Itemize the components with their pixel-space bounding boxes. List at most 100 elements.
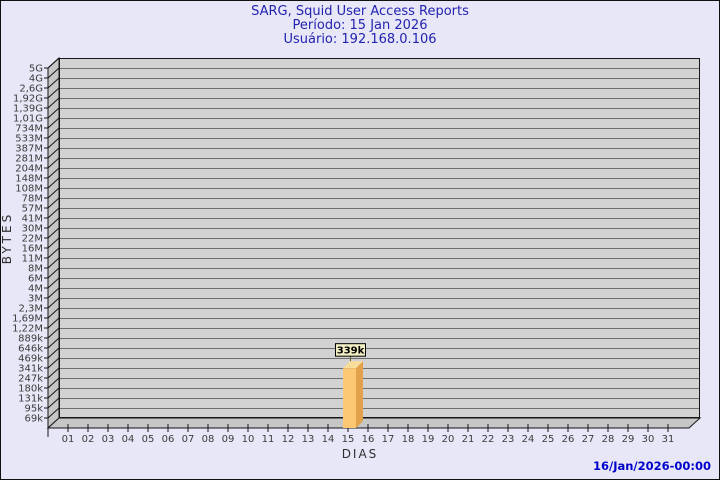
y-tick xyxy=(44,217,60,229)
floor xyxy=(46,417,702,429)
x-tick-label: 29 xyxy=(622,434,635,445)
y-tick-label: 148M xyxy=(15,174,43,185)
y-tick-label: 2,3M xyxy=(18,304,43,315)
y-tick-label: 387M xyxy=(15,144,43,155)
y-tick xyxy=(44,57,60,69)
y-tick xyxy=(44,387,60,399)
y-tick xyxy=(44,337,60,349)
chart-title-block: SARG, Squid User Access Reports Período:… xyxy=(0,5,720,47)
y-tick-label: 5G xyxy=(29,64,43,75)
y-tick-label: 1,22M xyxy=(12,324,43,335)
y-tick xyxy=(44,397,60,409)
y-tick xyxy=(44,297,60,309)
y-tick-label: 6M xyxy=(28,274,43,285)
y-tick-label: 889k xyxy=(18,334,43,345)
y-tick xyxy=(44,327,60,339)
y-tick xyxy=(44,307,60,319)
x-tick-label: 02 xyxy=(82,434,95,445)
y-tick xyxy=(44,87,60,99)
x-tick-label: 18 xyxy=(402,434,415,445)
x-tick-label: 21 xyxy=(462,434,475,445)
y-tick-label: 646k xyxy=(18,344,43,355)
y-tick-label: 204M xyxy=(15,164,43,175)
y-tick xyxy=(44,107,60,119)
y-tick-label: 1,01G xyxy=(13,114,43,125)
y-tick xyxy=(44,367,60,379)
y-tick-label: 22M xyxy=(22,234,43,245)
y-tick-label: 341k xyxy=(18,364,43,375)
x-tick-label: 04 xyxy=(122,434,135,445)
y-tick-label: 1,39G xyxy=(13,104,43,115)
x-tick-label: 27 xyxy=(582,434,595,445)
y-tick xyxy=(44,347,60,359)
x-tick-label: 08 xyxy=(202,434,215,445)
bar-top-face xyxy=(343,361,363,369)
x-tick-label: 28 xyxy=(602,434,615,445)
value-label-box xyxy=(335,343,366,357)
bar-side-face xyxy=(356,361,363,428)
y-tick-label: 69k xyxy=(24,414,43,425)
bar xyxy=(343,368,356,428)
y-tick-label: 4G xyxy=(29,74,43,85)
chart-subtitle-period: Período: 15 Jan 2026 xyxy=(292,18,428,33)
x-tick-label: 13 xyxy=(302,434,315,445)
y-tick xyxy=(44,317,60,329)
y-tick-label: 4M xyxy=(28,284,43,295)
y-tick xyxy=(44,287,60,299)
x-tick-label: 24 xyxy=(522,434,535,445)
y-tick-label: 78M xyxy=(22,194,43,205)
y-tick-label: 2,6G xyxy=(19,84,43,95)
y-tick-label: 16M xyxy=(22,244,43,255)
chart-title: SARG, Squid User Access Reports xyxy=(251,4,469,19)
x-tick-label: 25 xyxy=(542,434,555,445)
x-tick-label: 20 xyxy=(442,434,455,445)
y-tick xyxy=(44,237,60,249)
y-tick xyxy=(44,157,60,169)
x-tick-label: 31 xyxy=(662,434,675,445)
x-tick-label: 07 xyxy=(182,434,195,445)
x-tick-label: 05 xyxy=(142,434,155,445)
y-tick xyxy=(44,257,60,269)
x-tick-label: 14 xyxy=(322,434,335,445)
y-tick-label: 1,92G xyxy=(13,94,43,105)
y-tick-label: 41M xyxy=(22,214,43,225)
y-tick xyxy=(44,167,60,179)
x-tick-label: 06 xyxy=(162,434,175,445)
y-tick-label: 533M xyxy=(15,134,43,145)
y-tick xyxy=(44,187,60,199)
y-tick-label: 30M xyxy=(22,224,43,235)
x-tick-label: 17 xyxy=(382,434,395,445)
y-tick-label: 8M xyxy=(28,264,43,275)
x-tick-label: 10 xyxy=(242,434,255,445)
y-tick-label: 247k xyxy=(18,374,43,385)
y-tick xyxy=(44,207,60,219)
y-tick xyxy=(44,227,60,239)
x-tick-label: 15 xyxy=(342,434,355,445)
y-tick-label: 3M xyxy=(28,294,43,305)
y-tick xyxy=(44,67,60,79)
y-tick xyxy=(44,357,60,369)
x-tick-label: 12 xyxy=(282,434,295,445)
y-tick xyxy=(44,177,60,189)
y-axis-title: BYTES xyxy=(0,211,14,265)
x-tick-label: 03 xyxy=(102,434,115,445)
y-tick xyxy=(44,267,60,279)
y-tick-label: 1,69M xyxy=(12,314,43,325)
report-timestamp: 16/Jan/2026-00:00 xyxy=(592,459,711,473)
x-tick-label: 23 xyxy=(502,434,515,445)
y-tick-label: 108M xyxy=(15,184,43,195)
y-tick xyxy=(44,377,60,389)
y-tick-label: 95k xyxy=(24,404,43,415)
x-axis-title: DIAS xyxy=(341,447,379,461)
y-tick xyxy=(44,77,60,89)
y-tick xyxy=(44,97,60,109)
y-tick-label: 11M xyxy=(22,254,43,265)
y-tick xyxy=(44,137,60,149)
x-tick-label: 16 xyxy=(362,434,375,445)
chart-subtitle-user: Usuário: 192.168.0.106 xyxy=(283,32,437,47)
x-tick-label: 09 xyxy=(222,434,235,445)
x-tick-label: 26 xyxy=(562,434,575,445)
y-tick-label: 57M xyxy=(22,204,43,215)
